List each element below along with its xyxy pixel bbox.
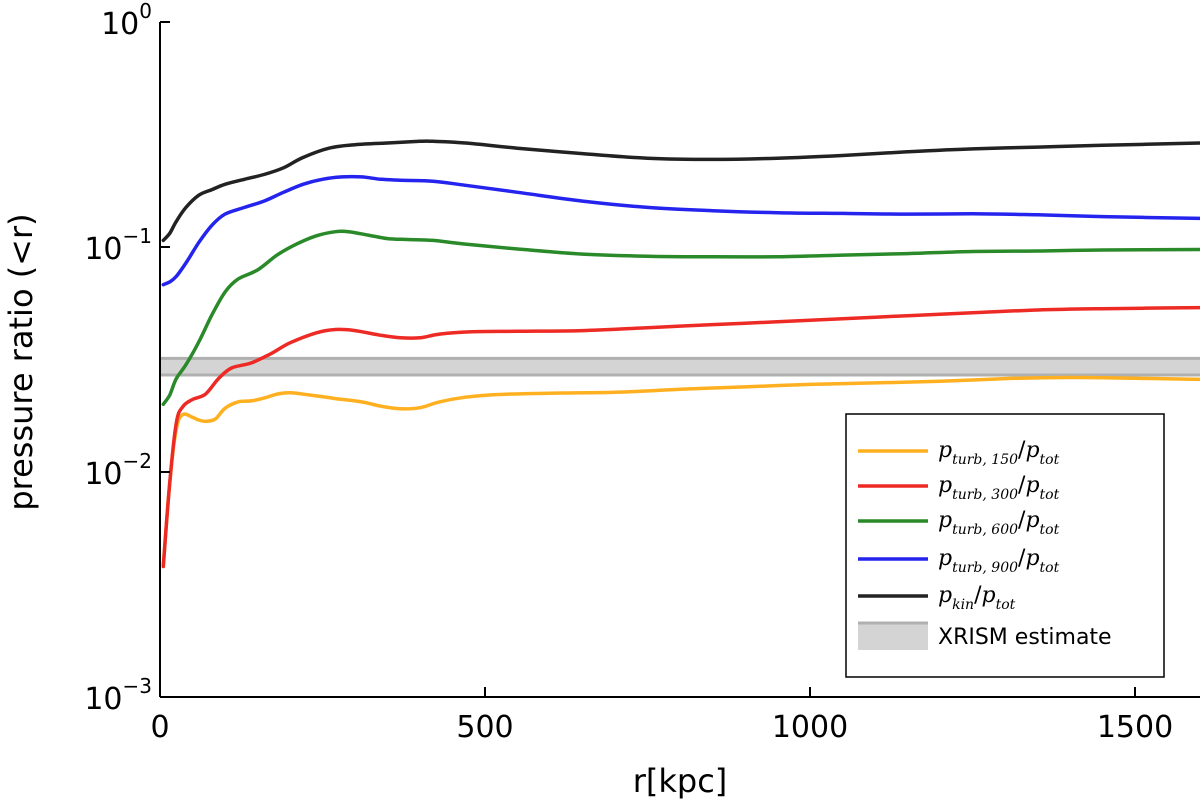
- y-tick-exponent: 0: [139, 0, 152, 23]
- y-tick-base: 10: [84, 232, 122, 267]
- x-tick-label: 1500: [1097, 710, 1173, 745]
- legend-den-sub: tot: [1040, 522, 1060, 538]
- xrism-band-fill: [160, 358, 1200, 375]
- legend-den: p: [1025, 508, 1039, 533]
- series-line-2: [161, 229, 1200, 407]
- legend-den: p: [1025, 438, 1039, 463]
- legend-sub: kin: [952, 597, 974, 613]
- series-line-1: [161, 305, 1200, 569]
- legend-slash: /: [974, 583, 982, 608]
- series-line-3: [161, 174, 1200, 287]
- legend-den-sub: tot: [1040, 487, 1060, 503]
- legend-sub: turb, 300: [952, 487, 1018, 503]
- y-tick-label: 10−3: [84, 674, 152, 717]
- y-tick-base: 10: [101, 7, 139, 42]
- legend-sub: turb, 600: [952, 522, 1018, 538]
- legend-label-3: pturb, 900/ptot: [938, 546, 1060, 576]
- series-line-0: [161, 375, 1200, 569]
- legend-label-4: pkin/ptot: [938, 583, 1016, 613]
- y-tick-label: 10−2: [84, 449, 152, 492]
- legend-label-2: pturb, 600/ptot: [938, 508, 1060, 538]
- legend-den: p: [1025, 546, 1039, 571]
- x-tick-label: 0: [150, 710, 169, 745]
- x-ticks: 0 500 1000 1500: [150, 687, 1173, 745]
- legend-slash: /: [1018, 546, 1026, 571]
- legend-main: p: [938, 508, 952, 533]
- x-tick-label: 1000: [772, 710, 848, 745]
- legend-label-0: pturb, 150/ptot: [938, 438, 1060, 468]
- y-tick-exponent: −2: [123, 449, 152, 473]
- y-tick-label: 100: [101, 0, 152, 42]
- y-tick-base: 10: [84, 457, 122, 492]
- legend-den: p: [1025, 473, 1039, 498]
- legend-den-sub: tot: [996, 597, 1016, 613]
- legend-band-swatch: [858, 622, 928, 650]
- legend-slash: /: [1018, 438, 1026, 463]
- legend-slash: /: [1018, 508, 1026, 533]
- legend-den-sub: tot: [1040, 452, 1060, 468]
- plot-area: [160, 139, 1200, 569]
- legend-den: p: [982, 583, 996, 608]
- legend-main: p: [938, 583, 952, 608]
- y-tick-base: 10: [84, 682, 122, 717]
- y-tick-label: 10−1: [84, 224, 152, 267]
- legend-main: p: [938, 473, 952, 498]
- x-tick-label: 500: [456, 710, 513, 745]
- series-line-4: [161, 139, 1200, 243]
- y-axis-label: pressure ratio (<r): [2, 213, 40, 510]
- y-tick-exponent: −3: [123, 674, 152, 698]
- y-tick-exponent: −1: [123, 224, 152, 248]
- xrism-band: [160, 356, 1200, 377]
- x-axis-label: r[kpc]: [633, 762, 728, 800]
- legend-slash: /: [1018, 473, 1026, 498]
- legend-sub: turb, 150: [952, 452, 1018, 468]
- legend-sub: turb, 900: [952, 560, 1018, 576]
- series-layer: [161, 139, 1200, 569]
- legend-label-1: pturb, 300/ptot: [938, 473, 1060, 503]
- legend-main: p: [938, 546, 952, 571]
- legend-band-label: XRISM estimate: [938, 625, 1112, 650]
- legend-den-sub: tot: [1040, 560, 1060, 576]
- legend-main: p: [938, 438, 952, 463]
